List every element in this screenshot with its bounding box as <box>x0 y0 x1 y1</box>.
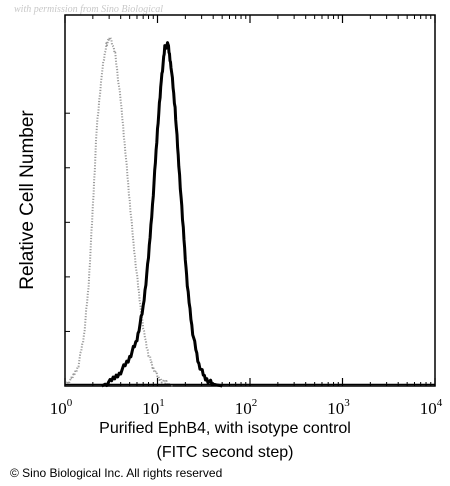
x-tick-label: 103 <box>327 397 350 418</box>
copyright-notice: © Sino Biological Inc. All rights reserv… <box>10 466 223 480</box>
x-axis-label-line1: Purified EphB4, with isotype control <box>99 420 351 437</box>
x-tick-label: 101 <box>142 397 165 418</box>
y-axis-label: Relative Cell Number <box>17 110 38 290</box>
x-tick-label: 104 <box>420 397 443 418</box>
series-EphB4 <box>101 41 223 388</box>
x-tick-label: 102 <box>235 397 258 418</box>
x-axis-label-line2: (FITC second step) <box>156 444 294 461</box>
x-tick-label: 100 <box>50 397 73 418</box>
series-isotype-control <box>64 36 175 387</box>
plot-frame <box>64 14 436 387</box>
watermark-text: with permission from Sino Biological <box>14 4 164 15</box>
